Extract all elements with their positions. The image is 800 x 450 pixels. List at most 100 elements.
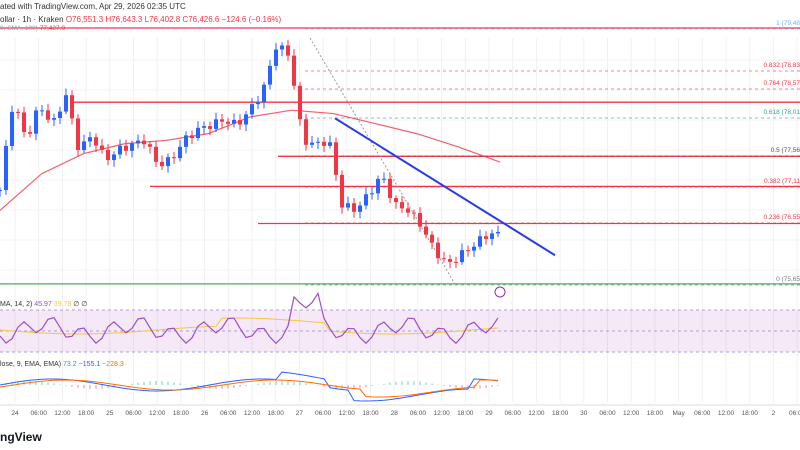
x-tick-label: 18:00 [362,410,379,417]
rsi-value: 45.97 [34,301,52,308]
candle-body [292,55,296,86]
candle-body [16,111,20,113]
candle-body [478,236,482,247]
sma-label: 0, SMA, 100) [0,25,38,32]
candle-body [154,146,158,162]
candle-body [106,149,110,161]
candle-body [112,154,116,161]
candle-body [430,234,434,243]
x-tick-label: 06:00 [505,410,522,417]
rsi-label: MA, 14, 2) [0,301,33,308]
candle-body [448,259,452,262]
x-tick-label: 29 [485,410,493,417]
rsi-legend: MA, 14, 2) 45.97 39.78 ∅ ∅ [0,300,87,308]
x-tick-label: 18:00 [647,410,664,417]
macd-line [0,371,499,402]
candle-body [172,157,176,159]
candle-body [358,205,362,212]
x-tick-label: 2 [772,410,776,417]
x-tick-label: 12:00 [339,410,356,417]
macd-legend: lose, 9, EMA, EMA) 73.2 −155.1 −228.3 [0,361,124,368]
x-tick-label: 27 [296,410,304,417]
x-tick-label: 12:00 [433,410,450,417]
symbol-label: ollar · 1h · Kraken [0,15,64,24]
candle-body [328,142,332,146]
candle-body [58,111,62,119]
x-tick-label: 06:00 [410,410,427,417]
macd-value: −155.1 [78,361,101,368]
candle-body [124,145,128,151]
x-tick-label: 18:00 [173,410,190,417]
candle-body [214,119,218,129]
candle-body [322,141,326,146]
low-value: L76,402.8 [144,15,181,24]
x-tick-label: 26 [201,410,209,417]
candle-body [130,143,134,151]
x-tick-label: 12:00 [528,410,545,417]
x-tick-label: 06:00 [125,410,142,417]
candle-body [196,127,200,138]
candle-body [40,110,44,112]
x-tick-label: 12:00 [623,410,640,417]
candle-body [496,232,500,234]
candle-body [46,110,50,120]
candle-body [418,212,422,227]
candle-body [142,140,146,145]
high-value: H76,643.3 [105,15,143,24]
x-tick-label: 12:00 [54,410,71,417]
x-tick-label: 12:00 [718,410,735,417]
candle-body [208,126,212,129]
trend-line [334,117,556,257]
candle-body [226,121,230,124]
x-tick-label: 06:00 [220,410,237,417]
fib-level-label: 0.764 (78,57 [763,80,800,87]
candle-body [442,258,446,260]
candle-body [406,208,410,213]
candle-body [232,119,236,124]
candle-body [364,194,368,206]
x-tick-label: 12:00 [244,410,261,417]
sma-legend: 0, SMA, 100) 77,427.0 [0,25,65,32]
candle-body [82,141,86,151]
candle-body [28,132,32,134]
candle-body [34,110,38,134]
candle-body [88,137,92,142]
candle-body [220,119,224,122]
x-tick-label: 18:00 [742,410,759,417]
x-tick-label: 18:00 [457,410,474,417]
fib-diagonal [309,37,456,285]
close-value: C76,426.6 [182,15,220,24]
candle-body [202,126,206,128]
candle-body [178,146,182,159]
candle-body [64,95,68,112]
candle-body [484,236,488,239]
candle-body [0,190,2,192]
candle-body [262,84,266,102]
candle-body [10,111,14,146]
candle-body [148,144,152,147]
candle-body [334,142,338,175]
x-tick-label: 18:00 [78,410,95,417]
fib-level-label: 0.382 (77,11 [764,178,800,185]
rsi-ma-value: 39.78 [53,301,72,308]
candle-body [166,157,170,167]
candle-body [268,65,272,85]
candle-body [316,141,320,143]
fib-level-label: 0 (75,65 [776,276,800,283]
candle-body [184,135,188,147]
x-tick-label: 18:00 [552,410,569,417]
candle-body [424,226,428,235]
sma-100-line [0,109,501,211]
candle-body [160,161,164,167]
candle-body [394,198,398,203]
macd-label: lose, 9, EMA, EMA) [0,361,62,368]
x-tick-label: 18:00 [268,410,285,417]
candle-body [376,178,380,194]
sma-value: 77,427.0 [39,25,66,32]
candle-body [280,45,284,50]
x-tick-label: 12:00 [149,410,166,417]
candle-body [466,250,470,252]
candle-body [388,178,392,199]
candle-body [4,145,8,191]
